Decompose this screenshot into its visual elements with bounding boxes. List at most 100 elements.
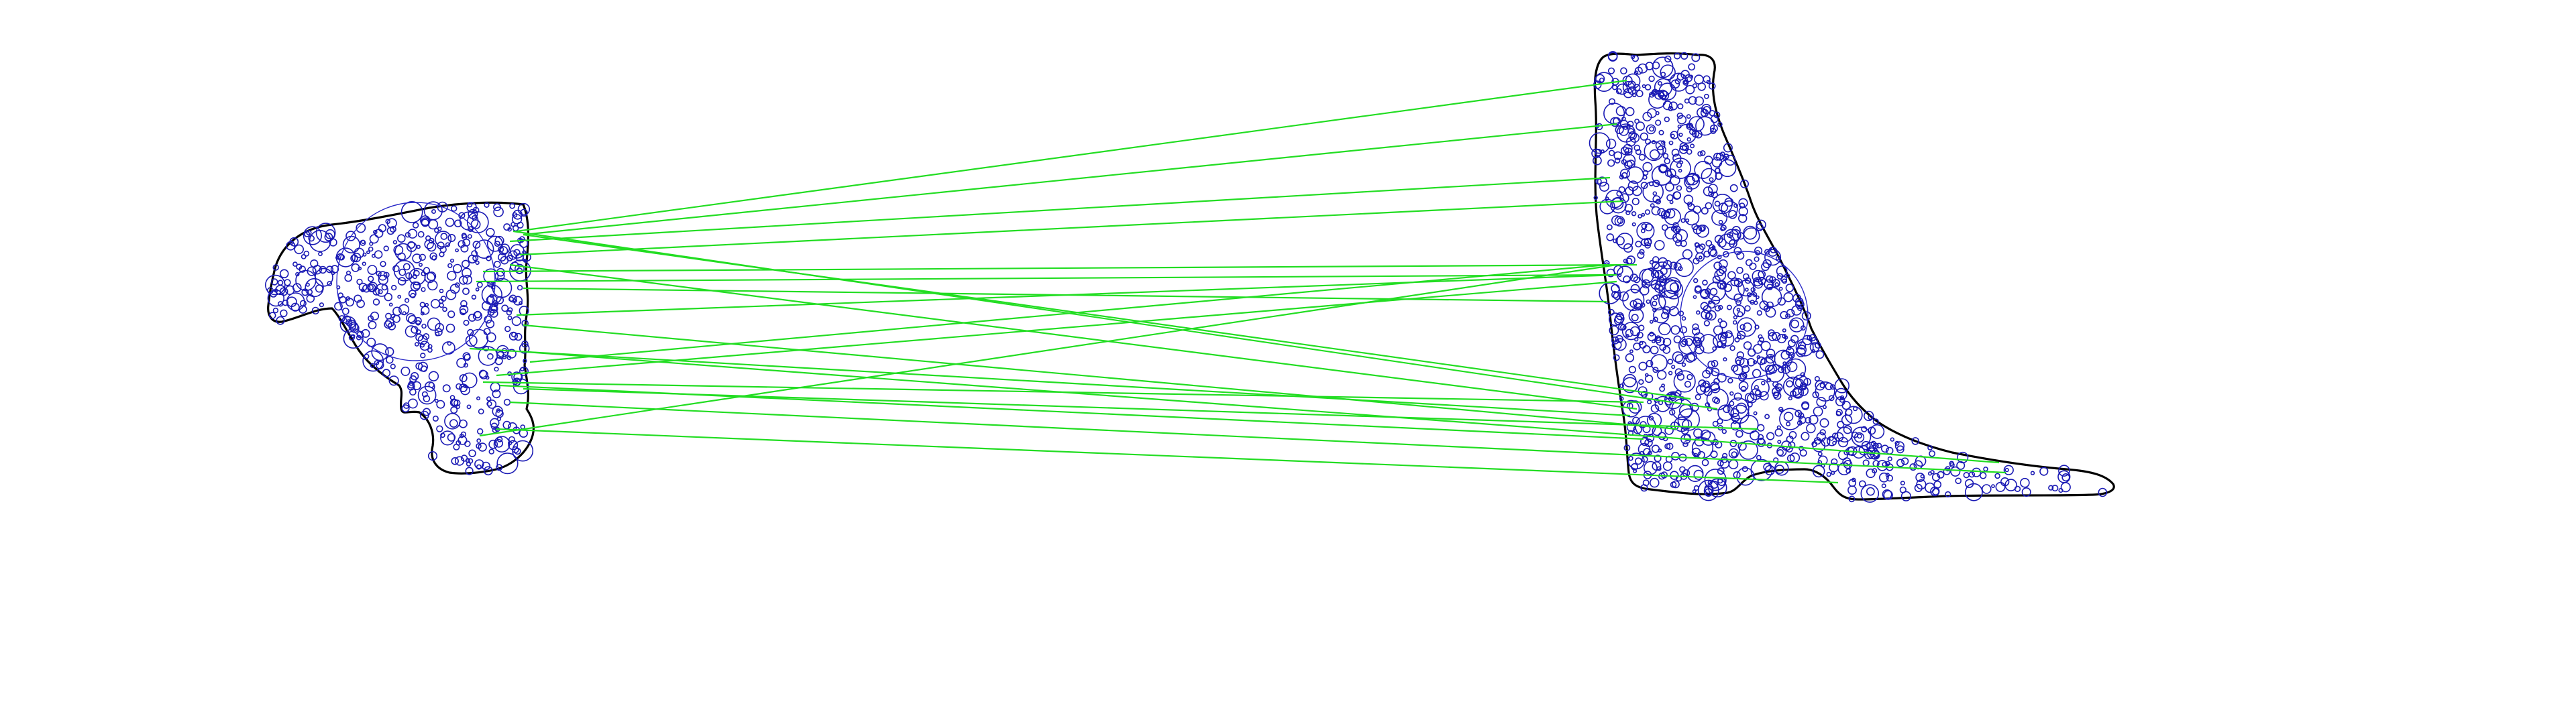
- keypoint: [519, 343, 530, 354]
- keypoint: [1619, 291, 1629, 302]
- keypoint: [425, 235, 431, 241]
- keypoint: [284, 285, 295, 295]
- keypoint: [1738, 373, 1746, 382]
- keypoint: [1649, 181, 1654, 186]
- keypoint: [476, 442, 482, 449]
- keypoint: [1618, 323, 1626, 331]
- keypoint: [1729, 184, 1738, 192]
- keypoint: [1754, 324, 1760, 330]
- keypoint: [1718, 233, 1735, 251]
- keypoint: [1733, 278, 1743, 288]
- keypoint: [1677, 408, 1701, 431]
- keypoint: [1684, 353, 1695, 363]
- keypoint: [1655, 335, 1662, 341]
- keypoint: [1624, 204, 1633, 213]
- keypoint: [1589, 132, 1611, 154]
- keypoint: [1695, 245, 1704, 254]
- keypoint: [1622, 80, 1635, 94]
- keypoint: [474, 459, 484, 469]
- keypoint: [1648, 75, 1655, 82]
- keypoint: [1645, 374, 1654, 383]
- keypoint: [1752, 269, 1765, 283]
- keypoint: [1650, 294, 1666, 311]
- keypoint: [449, 284, 460, 294]
- keypoint: [1870, 424, 1885, 439]
- keypoint: [458, 276, 468, 285]
- keypoint: [1794, 300, 1805, 310]
- keypoint: [1677, 124, 1682, 129]
- keypoint: [1914, 483, 1923, 493]
- keypoint: [1644, 223, 1653, 232]
- keypoint: [397, 277, 407, 286]
- keypoint: [1714, 235, 1723, 244]
- keypoint: [1648, 416, 1654, 421]
- keypoint: [1692, 130, 1700, 138]
- keypoint: [1654, 396, 1671, 412]
- keypoint: [1980, 472, 1987, 479]
- keypoint: [1746, 259, 1753, 267]
- keypoint: [419, 302, 425, 308]
- keypoint: [1638, 214, 1642, 219]
- keypoint: [1801, 311, 1811, 321]
- keypoint: [496, 351, 504, 359]
- keypoint: [1660, 64, 1676, 80]
- keypoint: [1714, 305, 1721, 312]
- keypoint: [462, 288, 470, 295]
- keypoint: [447, 263, 453, 268]
- keypoint: [1736, 251, 1745, 260]
- keypoint: [1681, 339, 1688, 345]
- keypoint: [458, 240, 466, 248]
- keypoint: [1655, 111, 1660, 115]
- keypoint: [1672, 191, 1681, 200]
- keypoint: [435, 322, 445, 333]
- keypoint: [1627, 180, 1639, 192]
- keypoint: [1703, 320, 1710, 326]
- keypoint: [1786, 380, 1794, 387]
- keypoint: [1881, 483, 1886, 489]
- keypoint: [1619, 396, 1624, 402]
- keypoint: [280, 309, 288, 317]
- keypoint: [459, 304, 469, 314]
- keypoint: [1649, 320, 1654, 324]
- match-line: [516, 79, 1627, 233]
- keypoint: [453, 263, 462, 274]
- keypoint: [407, 382, 415, 391]
- keypoint: [476, 282, 483, 288]
- keypoint: [2004, 479, 2017, 491]
- keypoint: [1669, 282, 1680, 292]
- keypoint: [1652, 191, 1658, 196]
- keypoint: [1950, 466, 1961, 477]
- keypoint: [472, 206, 480, 214]
- keypoint: [1744, 277, 1752, 284]
- keypoint: [1719, 332, 1735, 347]
- keypoint: [1817, 451, 1823, 457]
- keypoint: [1896, 459, 1905, 467]
- keypoint: [1964, 479, 1974, 488]
- keypoint: [408, 290, 417, 298]
- keypoint: [507, 315, 513, 320]
- keypoint: [1731, 451, 1737, 458]
- keypoint: [1633, 84, 1641, 92]
- keypoint: [1662, 337, 1672, 347]
- keypoint: [1815, 381, 1835, 402]
- keypoint: [1766, 275, 1774, 283]
- keypoint: [1839, 397, 1845, 403]
- keypoint: [1868, 414, 1873, 420]
- keypoint: [1668, 306, 1679, 316]
- keypoint: [1711, 367, 1720, 377]
- keypoint: [392, 240, 398, 245]
- keypoint: [1809, 334, 1817, 342]
- keypoint: [1698, 379, 1707, 387]
- keypoint: [463, 363, 468, 368]
- keypoint: [2048, 485, 2054, 491]
- keypoint: [1754, 256, 1760, 262]
- keypoint: [1623, 154, 1636, 167]
- keypoint: [1710, 383, 1721, 394]
- keypoint: [1660, 267, 1668, 276]
- keypoint: [419, 253, 426, 261]
- keypoint: [1612, 84, 1618, 90]
- keypoint: [459, 383, 468, 392]
- keypoint: [1623, 243, 1633, 253]
- keypoint: [2058, 487, 2063, 493]
- keypoint: [367, 282, 378, 292]
